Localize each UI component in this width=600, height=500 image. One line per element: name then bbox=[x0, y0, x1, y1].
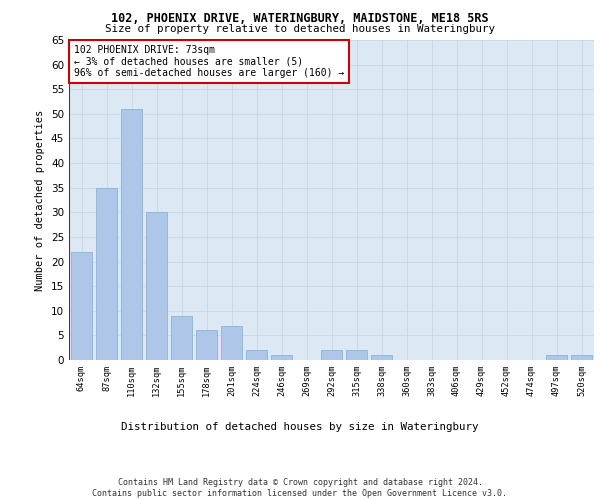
Text: Contains HM Land Registry data © Crown copyright and database right 2024.
Contai: Contains HM Land Registry data © Crown c… bbox=[92, 478, 508, 498]
Bar bbox=[71, 252, 92, 360]
Bar bbox=[321, 350, 342, 360]
Text: 102, PHOENIX DRIVE, WATERINGBURY, MAIDSTONE, ME18 5RS: 102, PHOENIX DRIVE, WATERINGBURY, MAIDST… bbox=[111, 12, 489, 26]
Bar bbox=[121, 109, 142, 360]
Bar bbox=[371, 355, 392, 360]
Bar bbox=[571, 355, 592, 360]
Y-axis label: Number of detached properties: Number of detached properties bbox=[35, 110, 46, 290]
Bar bbox=[171, 316, 192, 360]
Bar bbox=[146, 212, 167, 360]
Text: Size of property relative to detached houses in Wateringbury: Size of property relative to detached ho… bbox=[105, 24, 495, 34]
Text: Distribution of detached houses by size in Wateringbury: Distribution of detached houses by size … bbox=[121, 422, 479, 432]
Bar bbox=[246, 350, 267, 360]
Bar bbox=[196, 330, 217, 360]
Bar bbox=[346, 350, 367, 360]
Text: 102 PHOENIX DRIVE: 73sqm
← 3% of detached houses are smaller (5)
96% of semi-det: 102 PHOENIX DRIVE: 73sqm ← 3% of detache… bbox=[74, 45, 344, 78]
Bar bbox=[271, 355, 292, 360]
Bar bbox=[546, 355, 567, 360]
Bar bbox=[96, 188, 117, 360]
Bar bbox=[221, 326, 242, 360]
